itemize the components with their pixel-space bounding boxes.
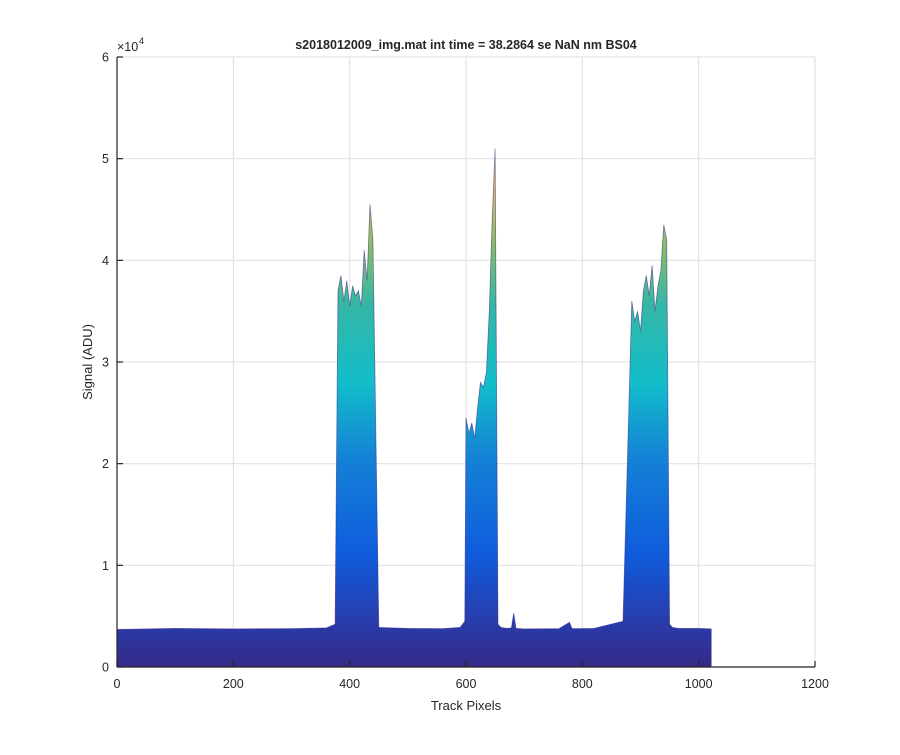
x-tick-label: 800	[572, 677, 593, 691]
x-tick-label: 0	[114, 677, 121, 691]
y-tick-label: 5	[102, 152, 109, 166]
x-tick-label: 400	[339, 677, 360, 691]
y-tick-label: 3	[102, 356, 109, 370]
x-tick-label: 1000	[685, 677, 713, 691]
x-tick-label: 200	[223, 677, 244, 691]
y-exponent-base: ×10	[117, 40, 138, 54]
y-tick-label: 6	[102, 51, 109, 65]
y-tick-label: 4	[102, 254, 109, 268]
x-tick-label: 600	[456, 677, 477, 691]
series-area	[117, 148, 712, 667]
y-ticks: 0 1 2 3 4 5 6	[102, 51, 123, 675]
y-exponent: ×10 4	[117, 36, 144, 54]
y-tick-label: 0	[102, 661, 109, 675]
chart-title: s2018012009_img.mat int time = 38.2864 s…	[295, 38, 637, 52]
y-exponent-power: 4	[139, 36, 144, 46]
x-ticks: 0 200 400 600 800 1000 1200	[114, 661, 829, 691]
series-line	[116, 148, 712, 630]
y-axis-label: Signal (ADU)	[80, 324, 95, 400]
y-tick-label: 2	[102, 457, 109, 471]
y-tick-label: 1	[102, 559, 109, 573]
x-tick-label: 1200	[801, 677, 829, 691]
series-group	[116, 148, 712, 667]
x-axis-label: Track Pixels	[431, 698, 502, 713]
